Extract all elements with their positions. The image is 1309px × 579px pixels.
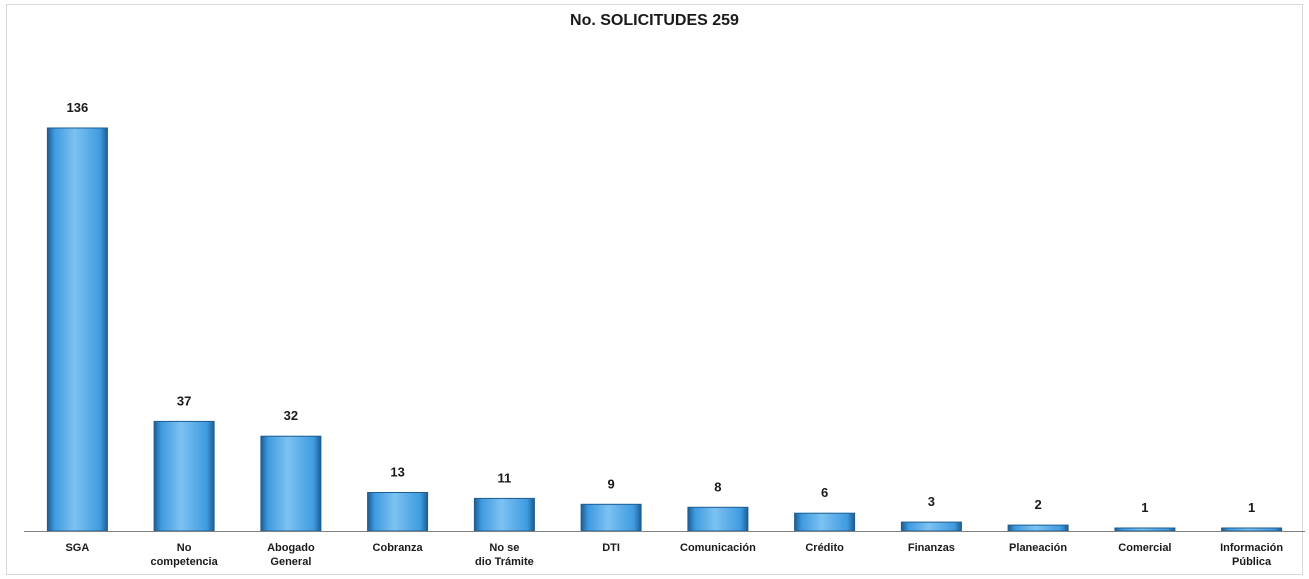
x-tick-label-3: Cobranza: [373, 542, 424, 554]
data-label-1: 37: [177, 393, 191, 408]
data-label-6: 8: [714, 479, 721, 494]
x-tick-label-2: Abogado General: [267, 542, 315, 568]
data-label-7: 6: [821, 485, 828, 500]
data-label-8: 3: [928, 494, 935, 509]
data-label-9: 2: [1034, 497, 1041, 512]
x-tick-label-8: Finanzas: [908, 542, 955, 554]
x-tick-labels-layer: SGA No competencia Abogado General Cobranza No…: [65, 542, 1283, 568]
data-label-10: 1: [1141, 500, 1148, 515]
bar-2: [260, 435, 322, 532]
bar-5: [580, 503, 642, 532]
bar-9: [1007, 524, 1069, 532]
bar-11: [1221, 527, 1283, 532]
x-tick-label-1: No competencia: [150, 542, 218, 568]
data-label-2: 32: [284, 408, 298, 423]
x-tick-label-0: SGA: [65, 542, 89, 554]
bar-4: [473, 497, 535, 532]
data-label-5: 9: [607, 476, 614, 491]
bars-layer: [46, 127, 1283, 532]
x-tick-label-5: DTI: [602, 542, 620, 554]
x-tick-label-11: Información Pública: [1220, 542, 1283, 568]
x-tick-label-7: Crédito: [805, 542, 844, 554]
data-label-11: 1: [1248, 500, 1255, 515]
bar-10: [1114, 527, 1176, 532]
x-tick-label-9: Planeación: [1009, 542, 1067, 554]
bar-8: [900, 521, 962, 532]
data-label-4: 11: [498, 470, 512, 485]
data-label-3: 13: [390, 465, 404, 480]
bar-3: [367, 492, 429, 532]
bar-0: [46, 127, 108, 532]
x-tick-label-4: No se dio Trámite: [475, 542, 534, 568]
bar-1: [153, 420, 215, 532]
chart-title: No. SOLICITUDES 259: [570, 12, 739, 29]
bar-6: [687, 506, 749, 532]
data-label-0: 136: [67, 100, 89, 115]
x-tick-label-10: Comercial: [1118, 542, 1171, 554]
chart-frame: [6, 4, 1303, 575]
bar-7: [794, 512, 856, 532]
x-tick-label-6: Comunicación: [680, 542, 756, 554]
